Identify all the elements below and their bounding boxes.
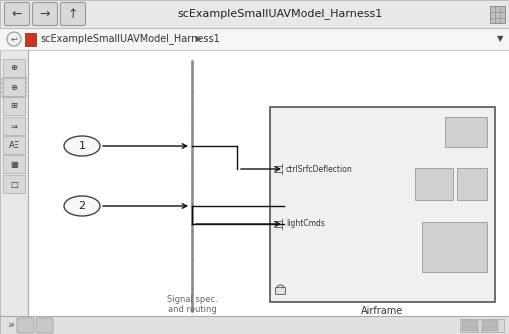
Text: scExampleSmallUAVModel_Harness1: scExampleSmallUAVModel_Harness1	[40, 33, 219, 44]
Ellipse shape	[64, 196, 100, 216]
Bar	[3, 78, 25, 96]
Text: □: □	[10, 179, 18, 188]
Text: ←: ←	[12, 7, 22, 20]
Bar	[414, 168, 452, 200]
Ellipse shape	[64, 136, 100, 156]
Bar	[3, 155, 25, 173]
Bar	[3, 175, 25, 193]
Bar	[489, 6, 504, 23]
FancyBboxPatch shape	[275, 288, 285, 295]
Text: Airframe: Airframe	[361, 306, 403, 316]
Bar	[481, 320, 497, 331]
Bar	[25, 33, 36, 46]
Bar	[0, 0, 509, 28]
Text: ↑: ↑	[68, 7, 78, 20]
Text: ⊞: ⊞	[11, 102, 17, 111]
Bar	[3, 117, 25, 135]
Text: AΞ: AΞ	[9, 141, 19, 150]
Bar	[456, 168, 486, 200]
Bar	[461, 320, 477, 331]
Text: ⇒: ⇒	[11, 122, 17, 131]
Text: →: →	[40, 7, 50, 20]
Text: ▶: ▶	[195, 34, 202, 43]
FancyBboxPatch shape	[61, 2, 86, 25]
FancyBboxPatch shape	[17, 318, 34, 333]
Text: ▦: ▦	[10, 160, 18, 168]
Text: ▼: ▼	[496, 34, 502, 43]
Text: Signal spec.
and routing: Signal spec. and routing	[166, 295, 217, 314]
Bar	[28, 50, 509, 316]
Bar	[0, 316, 509, 334]
Text: »: »	[7, 320, 14, 330]
Text: lightCmds: lightCmds	[286, 219, 324, 228]
Text: 2: 2	[78, 201, 86, 211]
Bar	[3, 97, 25, 115]
Bar	[459, 319, 503, 332]
Bar	[421, 222, 486, 272]
Text: ⊕: ⊕	[11, 82, 17, 92]
Bar	[3, 59, 25, 77]
Bar	[0, 28, 509, 50]
Text: ctrlSrfcDeflection: ctrlSrfcDeflection	[286, 165, 352, 173]
Text: scExampleSmallUAVModel_Harness1: scExampleSmallUAVModel_Harness1	[177, 9, 382, 19]
Text: ⊕: ⊕	[11, 63, 17, 72]
Circle shape	[7, 32, 21, 46]
Bar	[269, 107, 494, 302]
Bar	[444, 117, 486, 147]
FancyBboxPatch shape	[33, 2, 58, 25]
Text: 1: 1	[78, 141, 86, 151]
Bar	[3, 136, 25, 154]
Text: ↩: ↩	[11, 34, 17, 43]
Bar	[0, 50, 28, 316]
FancyBboxPatch shape	[5, 2, 30, 25]
FancyBboxPatch shape	[36, 318, 53, 333]
